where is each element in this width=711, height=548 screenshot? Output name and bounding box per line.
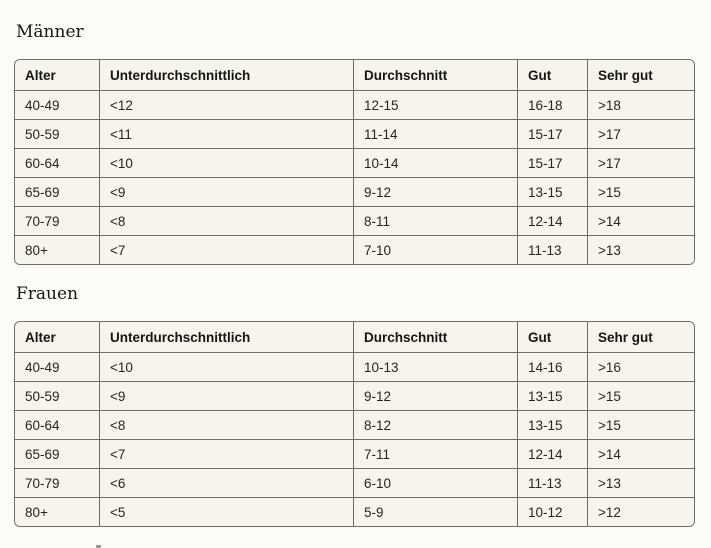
age-cell: 40-49	[15, 90, 99, 119]
column-header: Sehr gut	[587, 322, 694, 352]
value-cell: 15-17	[517, 148, 587, 177]
fitness-table-frauen: Alter Unterdurchschnittlich Durchschnitt Gu…	[14, 321, 695, 527]
value-cell: >14	[587, 439, 694, 468]
value-cell: <9	[99, 381, 353, 410]
value-cell: >13	[587, 468, 694, 497]
value-cell: >12	[587, 497, 694, 526]
value-cell: 11-13	[517, 235, 587, 264]
value-cell: 14-16	[517, 352, 587, 381]
section-frauen: Frauen Alter Unterdurchschnittlich Durchsc…	[14, 284, 695, 527]
value-cell: >13	[587, 235, 694, 264]
value-cell: <5	[99, 497, 353, 526]
table-header-row: Alter Unterdurchschnittlich Durchschnitt Gu…	[15, 60, 694, 90]
table-row: 70-79 <8 8-11 12-14 >14	[15, 206, 694, 235]
age-cell: 80+	[15, 497, 99, 526]
value-cell: <8	[99, 206, 353, 235]
value-cell: <8	[99, 410, 353, 439]
column-header: Gut	[517, 60, 587, 90]
value-cell: 12-15	[353, 90, 517, 119]
value-cell: >15	[587, 177, 694, 206]
value-cell: 13-15	[517, 381, 587, 410]
value-cell: 10-13	[353, 352, 517, 381]
table-row: 65-69 <9 9-12 13-15 >15	[15, 177, 694, 206]
age-cell: 50-59	[15, 119, 99, 148]
clipped-text-artifact	[96, 545, 101, 548]
column-header: Durchschnitt	[353, 322, 517, 352]
table-row: 50-59 <11 11-14 15-17 >17	[15, 119, 694, 148]
value-cell: >17	[587, 119, 694, 148]
value-cell: 10-14	[353, 148, 517, 177]
value-cell: <9	[99, 177, 353, 206]
table-row: 40-49 <12 12-15 16-18 >18	[15, 90, 694, 119]
value-cell: >16	[587, 352, 694, 381]
value-cell: <6	[99, 468, 353, 497]
value-cell: >17	[587, 148, 694, 177]
table-header-row: Alter Unterdurchschnittlich Durchschnitt Gu…	[15, 322, 694, 352]
column-header: Alter	[15, 322, 99, 352]
age-cell: 80+	[15, 235, 99, 264]
age-cell: 60-64	[15, 410, 99, 439]
value-cell: 9-12	[353, 177, 517, 206]
value-cell: <10	[99, 352, 353, 381]
table-row: 60-64 <10 10-14 15-17 >17	[15, 148, 694, 177]
value-cell: <11	[99, 119, 353, 148]
value-cell: >15	[587, 381, 694, 410]
column-header: Durchschnitt	[353, 60, 517, 90]
value-cell: <10	[99, 148, 353, 177]
value-cell: 16-18	[517, 90, 587, 119]
value-cell: 7-11	[353, 439, 517, 468]
value-cell: 8-11	[353, 206, 517, 235]
table-row: 80+ <7 7-10 11-13 >13	[15, 235, 694, 264]
column-header: Sehr gut	[587, 60, 694, 90]
value-cell: 13-15	[517, 410, 587, 439]
value-cell: <7	[99, 235, 353, 264]
column-header: Unterdurchschnittlich	[99, 322, 353, 352]
table-row: 70-79 <6 6-10 11-13 >13	[15, 468, 694, 497]
age-cell: 70-79	[15, 206, 99, 235]
table-row: 60-64 <8 8-12 13-15 >15	[15, 410, 694, 439]
value-cell: 15-17	[517, 119, 587, 148]
value-cell: 12-14	[517, 439, 587, 468]
value-cell: <12	[99, 90, 353, 119]
column-header: Unterdurchschnittlich	[99, 60, 353, 90]
column-header: Gut	[517, 322, 587, 352]
age-cell: 65-69	[15, 439, 99, 468]
value-cell: 6-10	[353, 468, 517, 497]
fitness-table-maenner: Alter Unterdurchschnittlich Durchschnitt Gu…	[14, 59, 695, 265]
age-cell: 65-69	[15, 177, 99, 206]
value-cell: 12-14	[517, 206, 587, 235]
value-cell: 9-12	[353, 381, 517, 410]
value-cell: 10-12	[517, 497, 587, 526]
section-title-frauen: Frauen	[16, 284, 79, 304]
table-row: 40-49 <10 10-13 14-16 >16	[15, 352, 694, 381]
column-header: Alter	[15, 60, 99, 90]
age-cell: 70-79	[15, 468, 99, 497]
value-cell: >15	[587, 410, 694, 439]
table-row: 80+ <5 5-9 10-12 >12	[15, 497, 694, 526]
value-cell: >18	[587, 90, 694, 119]
age-cell: 60-64	[15, 148, 99, 177]
table-row: 50-59 <9 9-12 13-15 >15	[15, 381, 694, 410]
age-cell: 50-59	[15, 381, 99, 410]
value-cell: >14	[587, 206, 694, 235]
value-cell: 8-12	[353, 410, 517, 439]
value-cell: 5-9	[353, 497, 517, 526]
value-cell: 11-13	[517, 468, 587, 497]
value-cell: 7-10	[353, 235, 517, 264]
age-cell: 40-49	[15, 352, 99, 381]
value-cell: <7	[99, 439, 353, 468]
table-row: 65-69 <7 7-11 12-14 >14	[15, 439, 694, 468]
value-cell: 13-15	[517, 177, 587, 206]
section-title-maenner: Männer	[16, 22, 84, 42]
value-cell: 11-14	[353, 119, 517, 148]
section-maenner: Männer Alter Unterdurchschnittlich Durchsc…	[14, 22, 695, 265]
